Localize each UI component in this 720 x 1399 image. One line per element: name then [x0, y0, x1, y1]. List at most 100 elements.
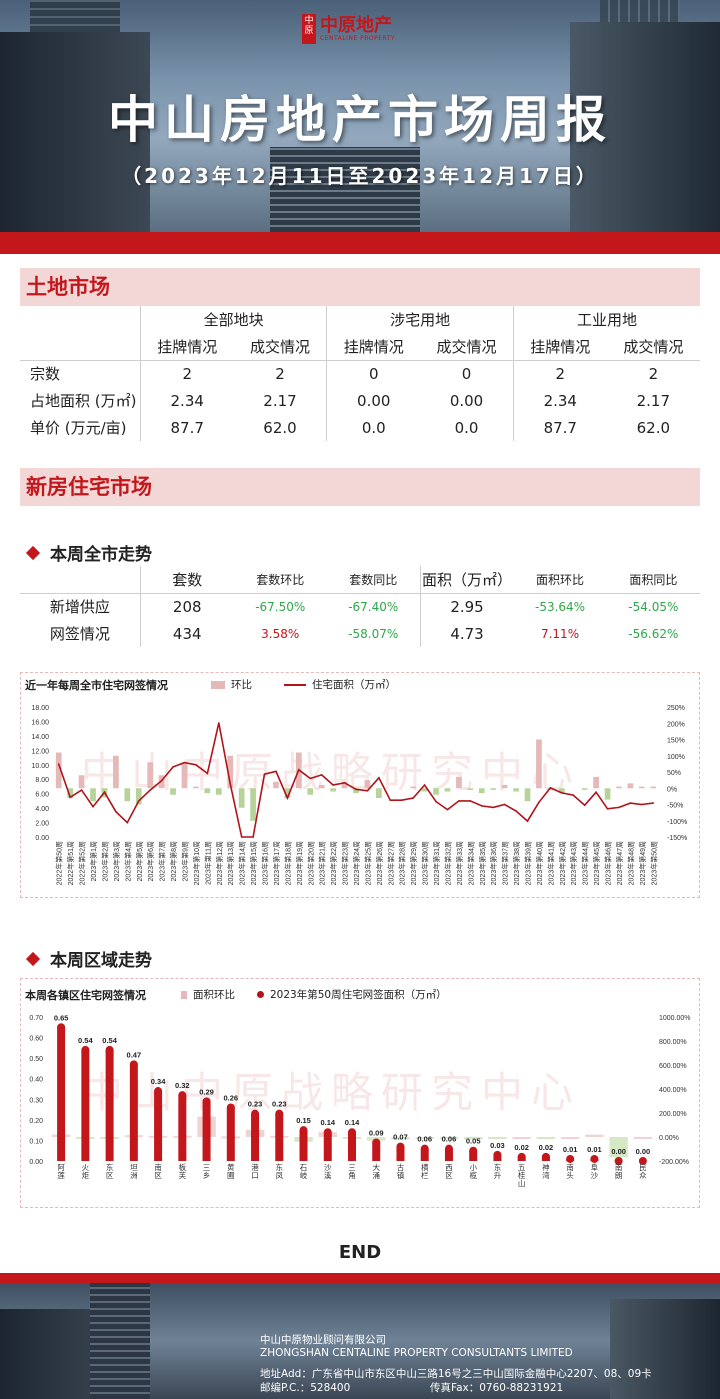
x-tick-label: 三	[348, 1163, 356, 1172]
footer-banner: 中山中原物业顾问有限公司 ZHONGSHAN CENTALINE PROPERT…	[0, 1283, 720, 1399]
x-tick-label: 2023年第27周	[386, 841, 395, 885]
x-tick-label: 2023年第21周	[318, 841, 327, 885]
area-point	[160, 779, 163, 782]
x-tick-label: 2023年第11周	[203, 841, 212, 885]
building-graphic	[90, 1283, 150, 1399]
legend-swatch	[181, 990, 187, 999]
wow-bar	[439, 1137, 459, 1140]
area-point	[137, 800, 140, 802]
subsection-district: 本周区域走势	[25, 946, 152, 971]
legend-swatch	[284, 683, 306, 686]
area-point	[69, 796, 71, 799]
subsection-title: 本周全市走势	[50, 545, 152, 565]
x-tick-label: 2023年第26周	[375, 841, 384, 885]
end-label: END	[338, 1242, 382, 1263]
wow-bar	[353, 788, 359, 794]
x-tick-label: 东	[276, 1162, 284, 1172]
area-point	[561, 792, 563, 794]
wow-bar	[558, 788, 565, 794]
x-tick-label: 2022年第51周	[66, 841, 75, 885]
area-bar	[226, 1107, 235, 1161]
x-tick-label: 南	[566, 1162, 574, 1172]
x-tick-label: 芙	[179, 1170, 187, 1180]
y2-tick-label: 100%	[667, 754, 685, 761]
area-point	[332, 784, 334, 786]
x-tick-label: 凤	[276, 1171, 284, 1180]
area-point	[517, 1152, 526, 1161]
area-point	[323, 1128, 332, 1137]
wow-bar	[90, 788, 96, 802]
area-point	[420, 1144, 429, 1153]
area-point	[423, 784, 426, 786]
y2-tick-label: 0.00%	[659, 1135, 679, 1142]
footer-address: 地址Add：广东省中山市东区中山三路16号之三中山国际金融中心2207、08、0…	[260, 1368, 652, 1380]
area-point	[492, 806, 495, 809]
x-tick-label: 2023年第44周	[581, 841, 590, 885]
x-tick-label: 2023年第2周	[100, 841, 109, 881]
wow-bar	[593, 776, 599, 789]
area-point	[348, 1128, 356, 1137]
wow-bar	[467, 788, 474, 790]
row-label: 单价 (万元/亩)	[30, 419, 127, 437]
x-tick-label: 火	[82, 1163, 90, 1172]
wow-bar	[616, 786, 622, 789]
wow-bar	[478, 788, 485, 794]
land-group-header: 全部地块	[139, 306, 327, 333]
legend-swatch	[211, 680, 225, 689]
area-bar	[81, 1049, 90, 1161]
area-bar	[323, 1132, 332, 1161]
x-tick-label: 湾	[542, 1170, 550, 1180]
area-point	[149, 789, 151, 791]
weekly-chart-frame: 近一年每周全市住宅网签情况 环比 住宅面积（万㎡） 中山中原战略研究中心 18.…	[20, 672, 700, 898]
area-point	[240, 836, 243, 838]
building-graphic	[0, 32, 150, 232]
x-tick-label: 升	[494, 1171, 502, 1180]
chart-title: 本周各镇区住宅网签情况	[25, 989, 146, 1002]
wow-bar	[78, 775, 85, 789]
land-table: 全部地块 涉宅用地 工业用地 挂牌情况 成交情况 挂牌情况 成交情况 挂牌情况 …	[20, 306, 700, 441]
x-tick-label: 榄	[469, 1170, 477, 1180]
wow-bar	[444, 788, 451, 792]
x-tick-label: 2023年第49周	[638, 841, 647, 885]
x-tick-label: 沙	[591, 1171, 599, 1180]
cell: -54.05%	[628, 599, 679, 614]
area-point	[366, 789, 369, 792]
wow-bar	[536, 1137, 556, 1139]
x-tick-label: 岐	[300, 1170, 308, 1180]
area-point	[595, 791, 597, 794]
x-tick-label: 2023年第43周	[569, 841, 578, 885]
x-tick-label: 2023年第29周	[409, 841, 418, 885]
area-point	[154, 1087, 163, 1096]
y2-tick-label: 250%	[667, 705, 685, 712]
y-tick-label: 2.00	[35, 821, 49, 828]
x-tick-label: 2022年第52周	[78, 841, 87, 885]
logo-en: CENTALINE PROPERTY	[320, 34, 396, 42]
x-tick-label: 2023年第42周	[558, 841, 567, 885]
y-tick-label: 0.30	[29, 1097, 43, 1104]
table-row: 新增供应 208 -67.50% -67.40% 2.95 -53.64% -5…	[20, 593, 700, 620]
y2-tick-label: 200%	[667, 721, 685, 728]
footer-postcode: 邮编P.C.：528400	[260, 1382, 351, 1394]
area-point	[217, 722, 220, 724]
wow-bar	[284, 788, 291, 798]
cell: 0	[326, 360, 421, 387]
x-tick-label: 港	[251, 1162, 259, 1172]
legend-label: 面积环比	[193, 989, 235, 1001]
wow-bar	[524, 788, 531, 802]
y-tick-label: 8.00	[35, 777, 49, 784]
cell: 87.7	[139, 414, 234, 441]
area-point	[469, 800, 472, 802]
x-tick-label: 2023年第5周	[135, 841, 144, 881]
area-bar	[444, 1148, 453, 1161]
x-tick-label: 阿	[57, 1163, 65, 1172]
area-point	[638, 1157, 647, 1165]
data-label: 0.34	[151, 1077, 166, 1086]
district-chart-frame: 本周各镇区住宅网签情况 面积环比 2023年第50周住宅网签面积（万㎡） 中山中…	[20, 978, 700, 1208]
area-point	[299, 1126, 308, 1135]
wow-bar	[113, 755, 119, 789]
weekly-chart: 18.00 16.00 14.00 12.00 10.00 8.00 6.00 4.00 2.0…	[31, 705, 687, 885]
x-tick-label: 坦	[130, 1163, 138, 1172]
cell: 0.0	[454, 418, 479, 437]
area-point	[263, 773, 266, 775]
area-point	[629, 802, 632, 804]
